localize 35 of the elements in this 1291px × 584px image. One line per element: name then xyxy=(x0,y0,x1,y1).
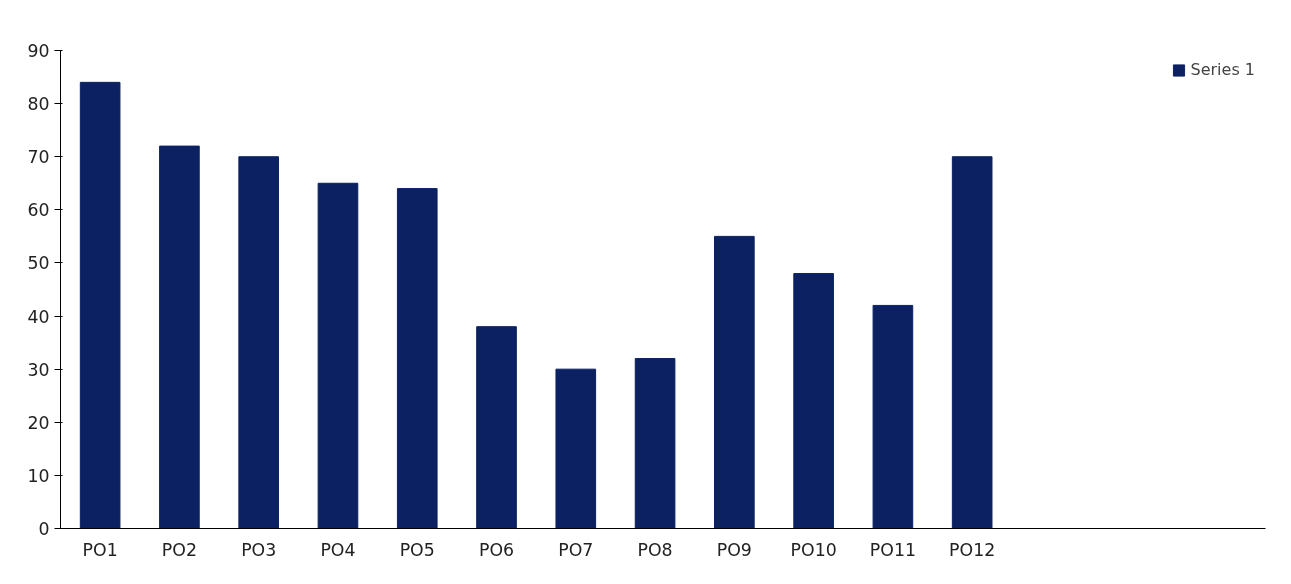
x-tick-label: PO5 xyxy=(399,539,435,560)
bar xyxy=(79,81,121,529)
y-tick-label: 90 xyxy=(27,41,50,61)
y-tick-label: 80 xyxy=(27,94,50,115)
x-tick-label: PO7 xyxy=(558,539,594,560)
x-tick-label: PO11 xyxy=(869,539,916,560)
x-tick-label: PO9 xyxy=(716,539,752,560)
bar xyxy=(396,188,438,529)
x-tick-label: PO1 xyxy=(82,539,118,560)
bar xyxy=(714,235,755,529)
x-tick-label: PO4 xyxy=(320,539,356,560)
y-tick-label: 0 xyxy=(38,519,50,539)
y-tick-label: 30 xyxy=(27,359,50,380)
x-tick-label: PO6 xyxy=(478,539,515,560)
x-tick-label: PO3 xyxy=(241,539,277,560)
legend-label: Series 1 xyxy=(1190,60,1255,79)
bar xyxy=(872,304,914,529)
y-tick-label: 40 xyxy=(27,306,50,327)
y-tick-label: 50 xyxy=(27,253,50,274)
bar xyxy=(555,368,597,529)
bar xyxy=(634,358,676,529)
x-tick-label: PO8 xyxy=(637,539,673,560)
x-tick-label: PO10 xyxy=(790,539,837,560)
bar xyxy=(476,326,517,529)
y-tick-label: 10 xyxy=(27,465,50,486)
bar xyxy=(238,156,280,529)
x-tick-label: PO2 xyxy=(161,539,197,560)
y-tick-label: 20 xyxy=(27,412,50,433)
bar xyxy=(159,145,200,529)
bar xyxy=(317,182,359,529)
bar xyxy=(951,156,993,529)
x-tick-label: PO12 xyxy=(949,539,996,560)
bar xyxy=(793,273,834,529)
y-tick-label: 60 xyxy=(27,200,50,221)
y-tick-label: 70 xyxy=(27,147,50,168)
